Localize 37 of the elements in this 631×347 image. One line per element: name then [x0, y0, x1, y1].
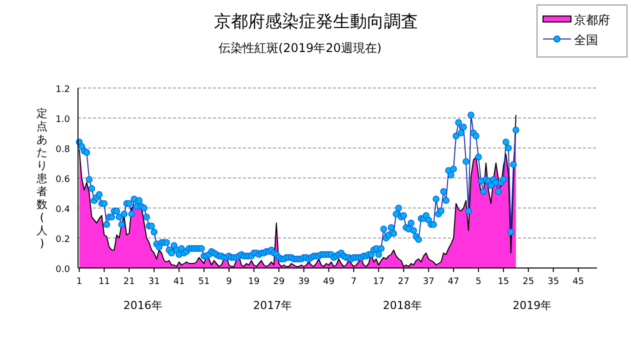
- x-tick-label: 5: [476, 277, 482, 287]
- y-tick-label: 1.2: [56, 85, 70, 95]
- y-tick-label: 0.0: [56, 265, 70, 275]
- x-tick-label: 51: [198, 277, 210, 287]
- x-tick-label: 39: [298, 277, 310, 287]
- x-tick-label: 29: [273, 277, 285, 287]
- x-tick-label: 25: [522, 277, 534, 287]
- legend-label: 京都府: [574, 13, 610, 27]
- x-tick-label: 41: [173, 277, 185, 287]
- x-tick-label: 35: [548, 277, 560, 287]
- x-tick-label: 7: [350, 277, 357, 287]
- chart-title: 京都府感染症発生動向調査: [214, 12, 418, 32]
- x-tick-label: 9: [226, 277, 232, 287]
- x-tick-label: 15: [498, 277, 510, 287]
- x-tick-label: 45: [572, 277, 584, 287]
- x-tick-label: 19: [248, 277, 260, 287]
- x-tick-label: 47: [448, 277, 460, 287]
- legend-label: 全国: [574, 33, 598, 47]
- x-tick-label: 11: [98, 277, 110, 287]
- y-tick-label: 1.0: [56, 115, 70, 125]
- x-tick-label: 1: [76, 277, 82, 287]
- y-tick-label: 0.4: [56, 205, 70, 215]
- x-tick-label: 49: [323, 277, 335, 287]
- chart-subtitle: 伝染性紅斑(2019年20週現在): [218, 41, 382, 55]
- text: 2017年: [253, 299, 292, 312]
- text: 2019年: [512, 299, 552, 312]
- text: 2018年: [382, 299, 422, 312]
- y-tick-label: 0.8: [56, 145, 70, 155]
- x-tick-label: 27: [398, 277, 410, 287]
- x-tick-label: 21: [123, 277, 135, 287]
- x-tick-label: 17: [372, 277, 384, 287]
- y-tick-label: 0.2: [56, 235, 70, 245]
- text: 2016年: [123, 299, 162, 312]
- y-tick-label: 0.6: [56, 175, 70, 185]
- x-tick-label: 37: [422, 277, 434, 287]
- text: 定点あたり患者数(人): [36, 107, 48, 250]
- x-tick-label: 31: [148, 277, 160, 287]
